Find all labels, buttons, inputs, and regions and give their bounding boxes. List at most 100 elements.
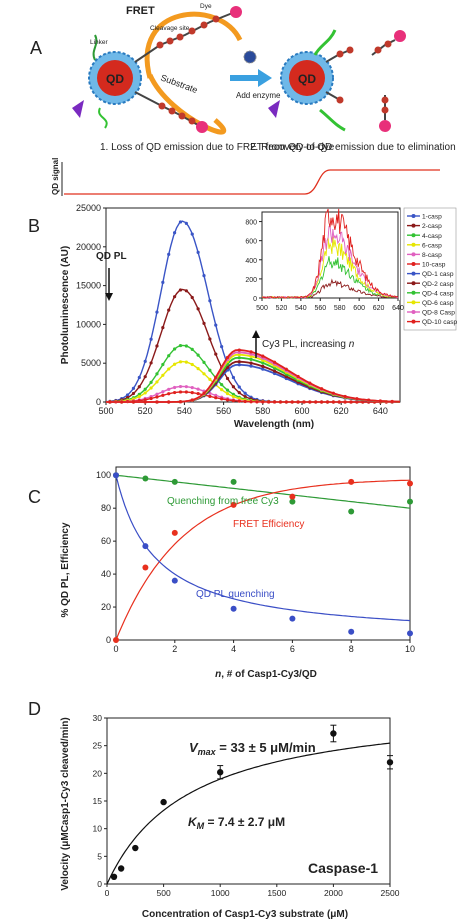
b-series-point-2	[137, 392, 141, 396]
b-series-point-0	[237, 385, 241, 389]
b-series-point-2	[220, 383, 224, 387]
b-series-point-8	[237, 356, 241, 360]
released-fragment-1	[371, 39, 396, 56]
c-ytick-label: 20	[101, 602, 111, 612]
b-legend-marker-7	[411, 281, 416, 286]
b-series-point-11	[202, 391, 206, 395]
b-series-point-0	[149, 337, 153, 341]
b-series-point-1	[167, 308, 171, 312]
b-series-point-5	[243, 399, 247, 404]
b-series-point-3	[196, 367, 200, 371]
b-series-point-10	[249, 352, 253, 356]
d-point	[117, 865, 125, 872]
b-series-point-0	[161, 280, 165, 284]
b-annotation-cy3: Cy3 PL, increasing n	[262, 339, 355, 350]
d-fit-curve	[106, 742, 391, 885]
b-series-point-5	[249, 400, 253, 404]
b-series-point-11	[190, 398, 194, 402]
signal-label: QD signal	[51, 158, 60, 195]
b-series-point-1	[202, 321, 206, 325]
b-series-point-4	[167, 387, 171, 391]
b-series-point-11	[390, 399, 394, 404]
released-fragment-1-beads	[374, 40, 392, 54]
b-series-point-11	[167, 400, 171, 404]
d-ytick-label: 25	[93, 741, 103, 751]
b-legend-label-11: QD-10 casp	[422, 319, 457, 326]
b-series-point-7	[272, 369, 277, 373]
dye-2	[196, 121, 208, 133]
b-inset-ytick-label: 0	[253, 296, 257, 303]
b-inset-xtick-label: 520	[276, 305, 288, 312]
b-series-point-1	[173, 295, 177, 299]
b-series-point-0	[243, 391, 247, 395]
b-qd-pl-arrowhead	[105, 293, 113, 301]
b-series-point-3	[167, 367, 171, 371]
b-series-point-2	[173, 347, 177, 351]
panel-a: A FRET QD Linker Cleavage site Dye Subst…	[30, 3, 457, 196]
b-series-point-0	[155, 310, 159, 314]
b-series-point-1	[190, 295, 194, 300]
excitation-bolt-after	[268, 100, 280, 118]
b-series-point-11	[308, 381, 312, 385]
b-ytick-label: 25000	[76, 203, 101, 213]
b-series-point-3	[208, 377, 212, 382]
panel-b: B Photoluminescence (AU) Wavelength (nm)…	[28, 203, 457, 430]
b-series-point-1	[231, 385, 235, 389]
b-axes: 500 520 540 560 580 600 620 6400500010000150002…	[76, 203, 401, 416]
b-legend-label-8: QD-4 casp	[422, 290, 454, 297]
d-point	[330, 730, 337, 737]
b-series-point-4	[161, 390, 165, 394]
c-ylabel: % QD PL, Efficiency	[60, 522, 71, 617]
b-series-point-4	[190, 385, 194, 390]
c-point-2	[113, 472, 119, 479]
b-series-point-3	[220, 388, 224, 392]
b-legend-label-1: 2-casp	[422, 223, 442, 230]
b-series-point-1	[214, 352, 218, 356]
b-annotation-cy3-text: Cy3 PL, increasing	[262, 339, 349, 350]
b-series-point-5	[361, 400, 365, 404]
c-xlabel: n, # of Casp1-Cy3/QD	[215, 669, 317, 680]
b-series-point-11	[272, 360, 277, 364]
c-series	[113, 472, 413, 643]
b-series-point-11	[261, 354, 265, 358]
c-point-1	[171, 529, 178, 536]
b-inset-xtick-label: 600	[353, 305, 365, 312]
b-legend-frame	[403, 207, 457, 331]
b-series-point-3	[137, 394, 141, 399]
b-series-point-1	[184, 289, 188, 293]
b-series-point-7	[225, 365, 230, 370]
released-dye-1	[394, 30, 406, 42]
b-legend-marker-2	[411, 233, 416, 238]
b-series-point-3	[190, 362, 194, 367]
c-fit-curve-2	[115, 475, 411, 622]
b-series-point-8	[261, 361, 265, 365]
b-series-point-2	[184, 344, 188, 348]
b-inset-ytick-label: 600	[245, 239, 257, 246]
b-legend: 1-casp 2-casp 4-casp 6-casp 8-casp 10-casp QD-…	[403, 207, 457, 331]
b-series-point-5	[325, 400, 330, 404]
b-series-point-1	[161, 325, 165, 330]
b-series-point-5	[220, 397, 224, 401]
b-legend-label-5: 10-casp	[422, 262, 446, 269]
b-legend-label-6: QD-1 casp	[422, 271, 454, 278]
panel-label-d: D	[28, 699, 41, 719]
b-series-point-5	[173, 390, 177, 395]
d-ytick-label: 15	[93, 796, 103, 806]
b-series-point-11	[367, 398, 371, 402]
b-series-point-10	[237, 350, 241, 354]
d-km-sub: M	[197, 821, 205, 831]
b-legend-label-9: QD-6 casp	[422, 300, 454, 307]
b-series-point-5	[178, 390, 183, 394]
d-ytick-label: 10	[93, 824, 103, 834]
b-series-point-7	[249, 361, 253, 365]
substrate-label: Substrate	[159, 72, 199, 95]
b-series-point-5	[214, 396, 218, 400]
d-enzyme-label: Caspase-1	[308, 860, 378, 876]
c-point-0	[407, 498, 413, 505]
b-series-point-0	[143, 359, 147, 363]
qd-core-after	[289, 60, 325, 96]
b-series-point-2	[231, 392, 235, 396]
b-series-point-8	[272, 366, 277, 370]
b-legend-label-0: 1-casp	[422, 214, 442, 221]
